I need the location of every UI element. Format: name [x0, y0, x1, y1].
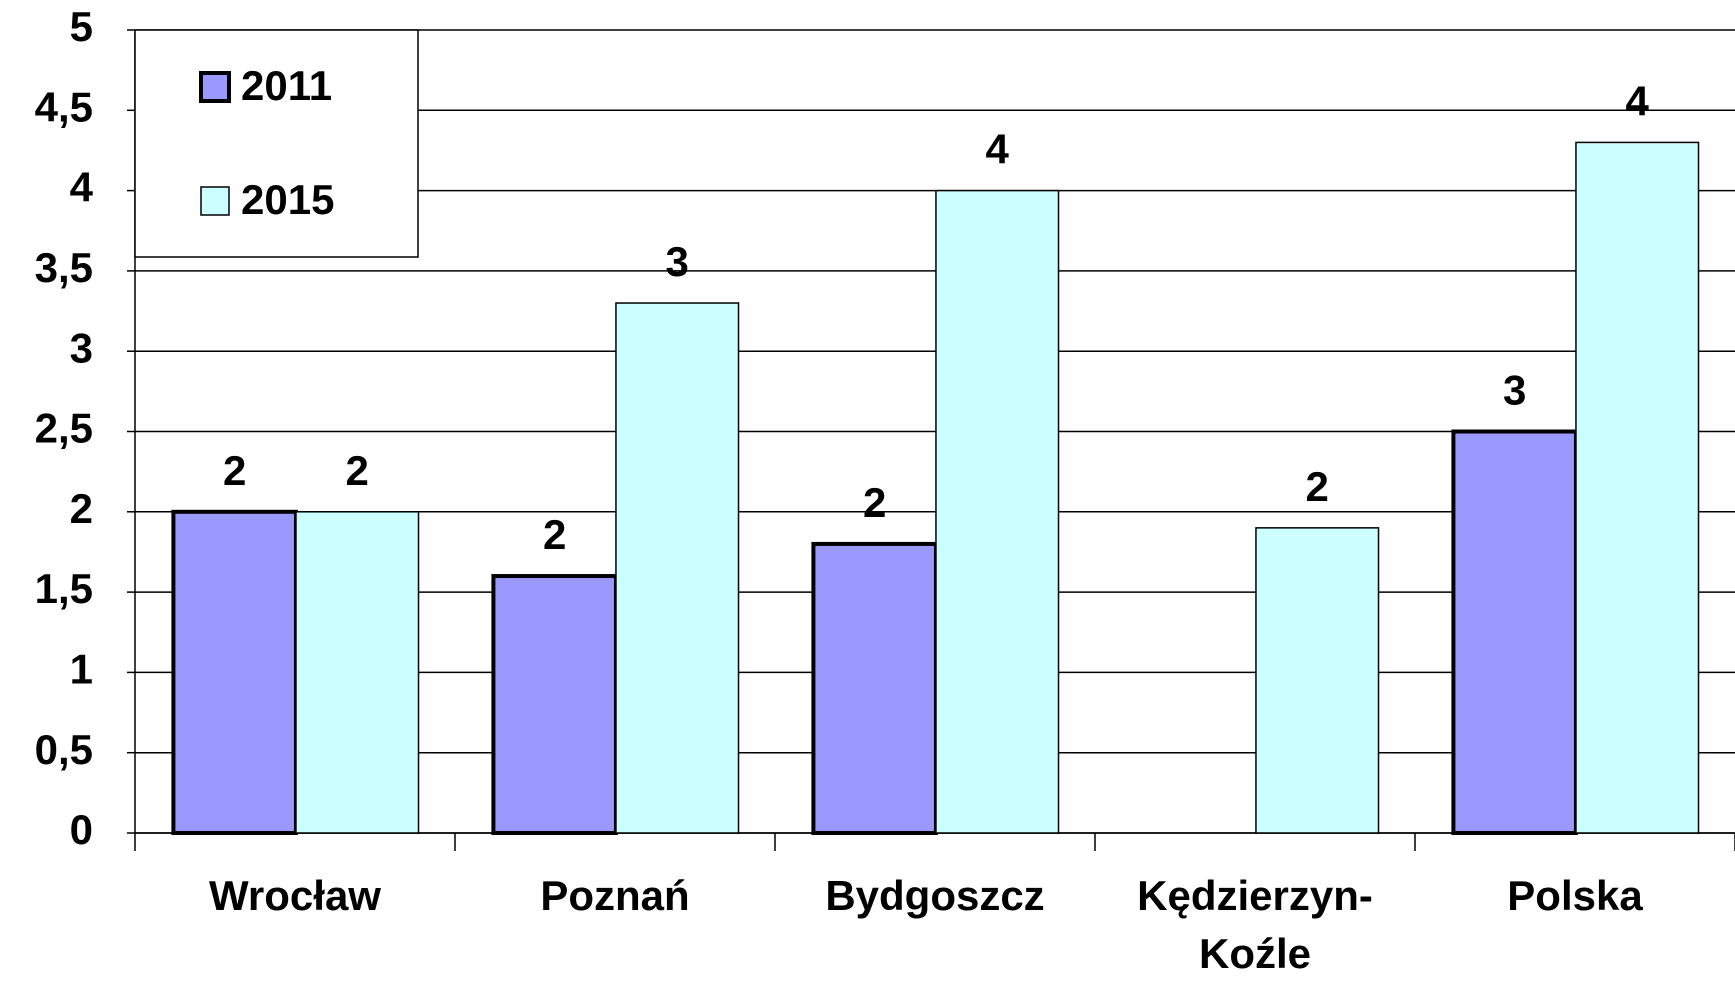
- value-label: 3: [1503, 367, 1526, 414]
- y-tick-label: 1,5: [35, 565, 93, 612]
- legend-swatch: [199, 71, 231, 103]
- bar: [1451, 429, 1578, 835]
- y-tick-label: 5: [70, 3, 93, 50]
- y-tick-label: 2: [70, 485, 93, 532]
- x-tick-label: Poznań: [540, 872, 690, 919]
- bar: [171, 509, 298, 835]
- y-tick-label: 4,5: [35, 83, 93, 130]
- bar: [615, 302, 740, 834]
- bar: [491, 574, 618, 835]
- bar: [1575, 141, 1700, 834]
- value-label: 2: [543, 511, 566, 558]
- value-label: 3: [666, 238, 689, 285]
- y-tick-label: 4: [70, 164, 94, 211]
- x-tick-label: Polska: [1507, 872, 1643, 919]
- value-label: 2: [1306, 463, 1329, 510]
- bar: [811, 541, 938, 835]
- value-label: 4: [1626, 78, 1650, 125]
- legend-swatch: [200, 186, 230, 216]
- value-label: 4: [986, 126, 1010, 173]
- y-tick-label: 3,5: [35, 244, 93, 291]
- bar: [935, 189, 1060, 834]
- y-tick-label: 0: [70, 806, 93, 853]
- x-tick-label: Wrocław: [209, 872, 381, 919]
- y-tick-label: 2,5: [35, 405, 93, 452]
- value-label: 2: [863, 479, 886, 526]
- legend-label: 2011: [241, 62, 332, 109]
- x-tick-label: Kędzierzyn-Koźle: [1137, 872, 1373, 977]
- bar: [295, 511, 420, 834]
- bar: [1255, 527, 1380, 834]
- legend-box: [134, 29, 419, 258]
- legend-label: 2015: [241, 176, 334, 223]
- value-label: 2: [223, 447, 246, 494]
- y-tick-label: 1: [70, 645, 93, 692]
- x-tick-label: Bydgoszcz: [825, 872, 1045, 919]
- y-tick-label: 0,5: [35, 726, 93, 773]
- y-tick-label: 3: [70, 324, 93, 371]
- value-label: 2: [346, 447, 369, 494]
